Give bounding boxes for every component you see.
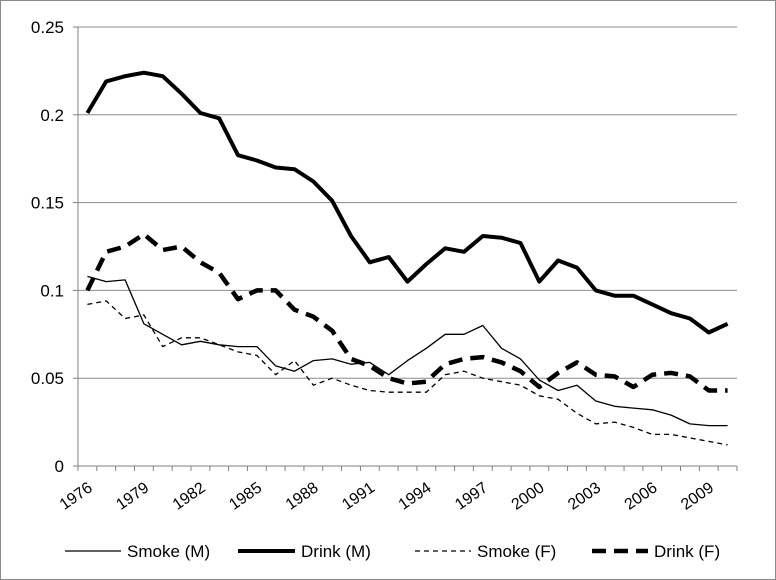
y-tick-label: 0.1: [40, 281, 64, 300]
x-tick-label: 1988: [283, 479, 322, 513]
x-tick-label: 2006: [622, 479, 661, 513]
y-tick-labels: 0 0.05 0.1 0.15 0.2 0.25: [31, 18, 64, 476]
x-tick-labels: 1976 1979 1982 1985 1988 1991 1994 1997 2000 2003…: [57, 479, 717, 513]
x-tick-label: 1979: [113, 479, 152, 513]
legend-label-smoke-m: Smoke (M): [127, 542, 210, 561]
x-tick-label: 1997: [452, 479, 491, 513]
series-lines: [85, 70, 729, 446]
series-line-drink-m: [85, 70, 729, 335]
y-tick-label: 0: [55, 457, 64, 476]
series-line-drink-f: [85, 231, 728, 393]
x-tick-label: 2009: [678, 479, 717, 513]
x-tick-label: 2003: [565, 479, 604, 513]
gridlines: [78, 26, 737, 379]
x-tick-label: 1976: [57, 479, 96, 513]
y-tick-label: 0.15: [31, 194, 64, 213]
y-tick-label: 0.2: [40, 106, 64, 125]
legend-label-drink-f: Drink (F): [654, 542, 720, 561]
y-tick-label: 0.05: [31, 369, 64, 388]
x-tick-label: 1991: [339, 479, 378, 513]
series-line-smoke-f: [87, 300, 728, 446]
legend-label-smoke-f: Smoke (F): [477, 542, 556, 561]
x-tick-label: 1985: [226, 479, 265, 513]
x-tick-label: 1994: [396, 479, 435, 513]
x-tick-label: 1982: [170, 479, 209, 513]
x-tick-label: 2000: [509, 479, 548, 513]
y-tick-label: 0.25: [31, 18, 64, 37]
axes: [73, 26, 738, 471]
legend: Smoke (M) Drink (M) Smoke (F) Drink (F): [65, 542, 720, 561]
series-line-smoke-m: [87, 275, 728, 427]
legend-label-drink-m: Drink (M): [301, 542, 371, 561]
